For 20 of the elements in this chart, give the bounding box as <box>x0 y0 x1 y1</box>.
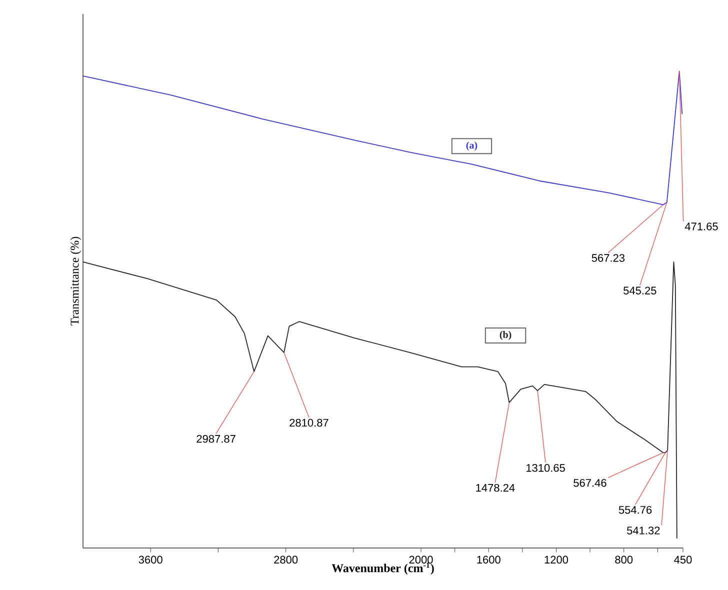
annotation: 567.46 <box>574 479 606 487</box>
x-tick-label: 450 <box>674 556 692 564</box>
annotation: 545.25 <box>624 286 656 294</box>
annotation: 2987.87 <box>196 434 236 443</box>
annotation: 1310.65 <box>526 464 565 472</box>
annotation: 567.23 <box>592 254 625 262</box>
annotation: 541.32 <box>627 526 660 534</box>
annotation: 1478.24 <box>476 484 515 492</box>
x-tick-label: 1600 <box>477 556 500 564</box>
annotation: 2810.87 <box>290 418 328 427</box>
x-tick-label: 2000 <box>409 556 433 564</box>
x-tick-label: 3600 <box>138 556 162 564</box>
y-axis-title: Transmittance (%) <box>70 236 82 326</box>
x-tick-label: 1200 <box>544 556 568 564</box>
x-tick-label: 800 <box>615 556 633 564</box>
annotation: 554.76 <box>618 506 652 514</box>
text: (b) <box>500 330 512 340</box>
annotation: 471.65 <box>684 222 718 230</box>
series-label: (a) <box>466 142 478 151</box>
x-tick-label: 2800 <box>274 556 298 564</box>
